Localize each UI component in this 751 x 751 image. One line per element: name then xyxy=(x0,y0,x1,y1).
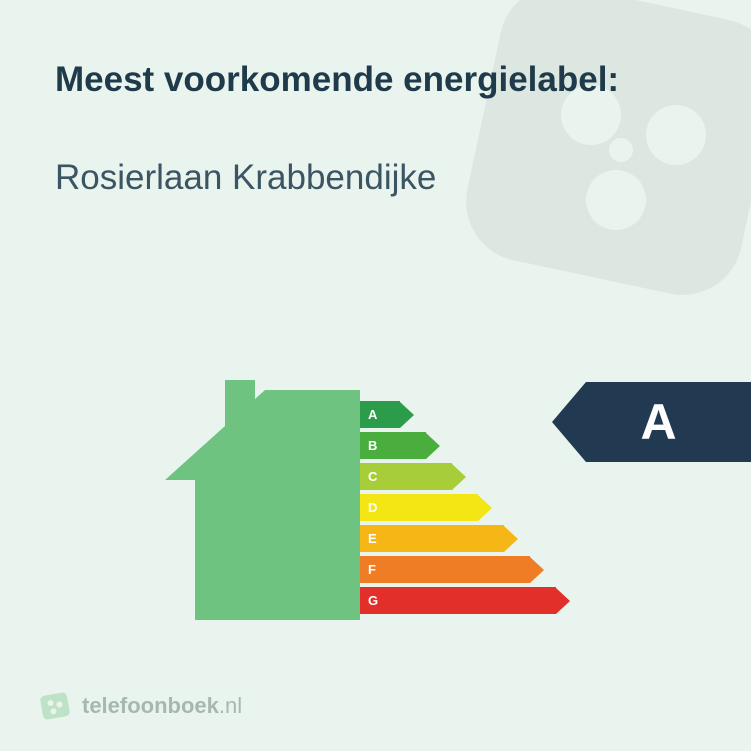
badge-body: A xyxy=(586,382,751,462)
energy-bar-a: A xyxy=(360,400,570,429)
energy-bar-label: D xyxy=(360,494,478,521)
energy-bar-label: A xyxy=(360,401,400,428)
energy-bar-c: C xyxy=(360,462,570,491)
result-badge: A xyxy=(552,382,751,462)
subtitle: Rosierlaan Krabbendijke xyxy=(55,158,696,198)
energy-bar-label: C xyxy=(360,463,452,490)
energy-bar-arrow xyxy=(426,433,440,459)
energy-bar-arrow xyxy=(452,464,466,490)
energy-bar-d: D xyxy=(360,493,570,522)
energy-bar-arrow xyxy=(478,495,492,521)
energy-bar-g: G xyxy=(360,586,570,615)
energy-bar-arrow xyxy=(400,402,414,428)
house-icon xyxy=(165,370,360,620)
energy-bar-b: B xyxy=(360,431,570,460)
badge-arrow xyxy=(552,382,586,462)
energy-bar-label: B xyxy=(360,432,426,459)
energy-bar-e: E xyxy=(360,524,570,553)
footer-brand: telefoonboek.nl xyxy=(82,693,242,719)
title: Meest voorkomende energielabel: xyxy=(55,60,696,100)
energy-bars: ABCDEFG xyxy=(360,400,570,617)
energy-bar-label: F xyxy=(360,556,530,583)
energy-bar-label: E xyxy=(360,525,504,552)
footer: telefoonboek.nl xyxy=(40,691,242,721)
footer-brand-bold: telefoonboek xyxy=(82,693,219,718)
badge-value: A xyxy=(640,393,676,451)
energy-bar-f: F xyxy=(360,555,570,584)
footer-brand-light: .nl xyxy=(219,693,242,718)
energy-bar-arrow xyxy=(556,588,570,614)
energy-bar-label: G xyxy=(360,587,556,614)
energy-bar-arrow xyxy=(504,526,518,552)
footer-logo-icon xyxy=(40,691,70,721)
energy-bar-arrow xyxy=(530,557,544,583)
